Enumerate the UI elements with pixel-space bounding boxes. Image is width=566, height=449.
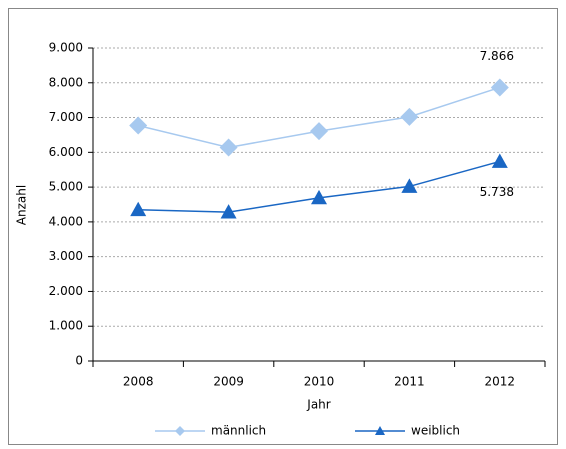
data-point (311, 189, 327, 205)
y-tick-label: 2.000 (49, 284, 83, 298)
legend-marker (375, 426, 385, 435)
value-label: 5.738 (480, 185, 514, 199)
y-tick-label: 3.000 (49, 249, 83, 263)
x-tick-label: 2010 (304, 375, 335, 389)
data-point (401, 178, 418, 193)
data-point (219, 138, 238, 157)
legend-marker (175, 426, 185, 436)
legend-label: männlich (211, 424, 266, 438)
data-point (129, 116, 148, 135)
y-tick-label: 8.000 (49, 75, 83, 89)
value-label: 7.866 (480, 49, 514, 63)
chart-frame (8, 8, 558, 445)
x-axis-label: Jahr (306, 398, 330, 412)
y-axis-label: Anzahl (15, 185, 29, 225)
y-tick-label: 0 (75, 354, 83, 368)
legend-label: weiblich (411, 424, 460, 438)
data-point (130, 201, 147, 217)
data-point (220, 204, 237, 219)
data-point (310, 122, 328, 141)
y-tick-label: 5.000 (49, 180, 83, 194)
y-tick-label: 6.000 (49, 145, 83, 159)
y-tick-label: 4.000 (49, 214, 83, 228)
x-tick-label: 2009 (213, 375, 244, 389)
y-tick-label: 7.000 (49, 110, 83, 124)
data-point (491, 153, 508, 168)
data-point (490, 78, 509, 97)
x-tick-label: 2011 (394, 375, 425, 389)
data-point (400, 107, 419, 126)
x-tick-label: 2008 (123, 375, 154, 389)
y-tick-label: 9.000 (49, 41, 83, 55)
y-tick-label: 1.000 (49, 319, 83, 333)
x-tick-label: 2012 (485, 375, 516, 389)
